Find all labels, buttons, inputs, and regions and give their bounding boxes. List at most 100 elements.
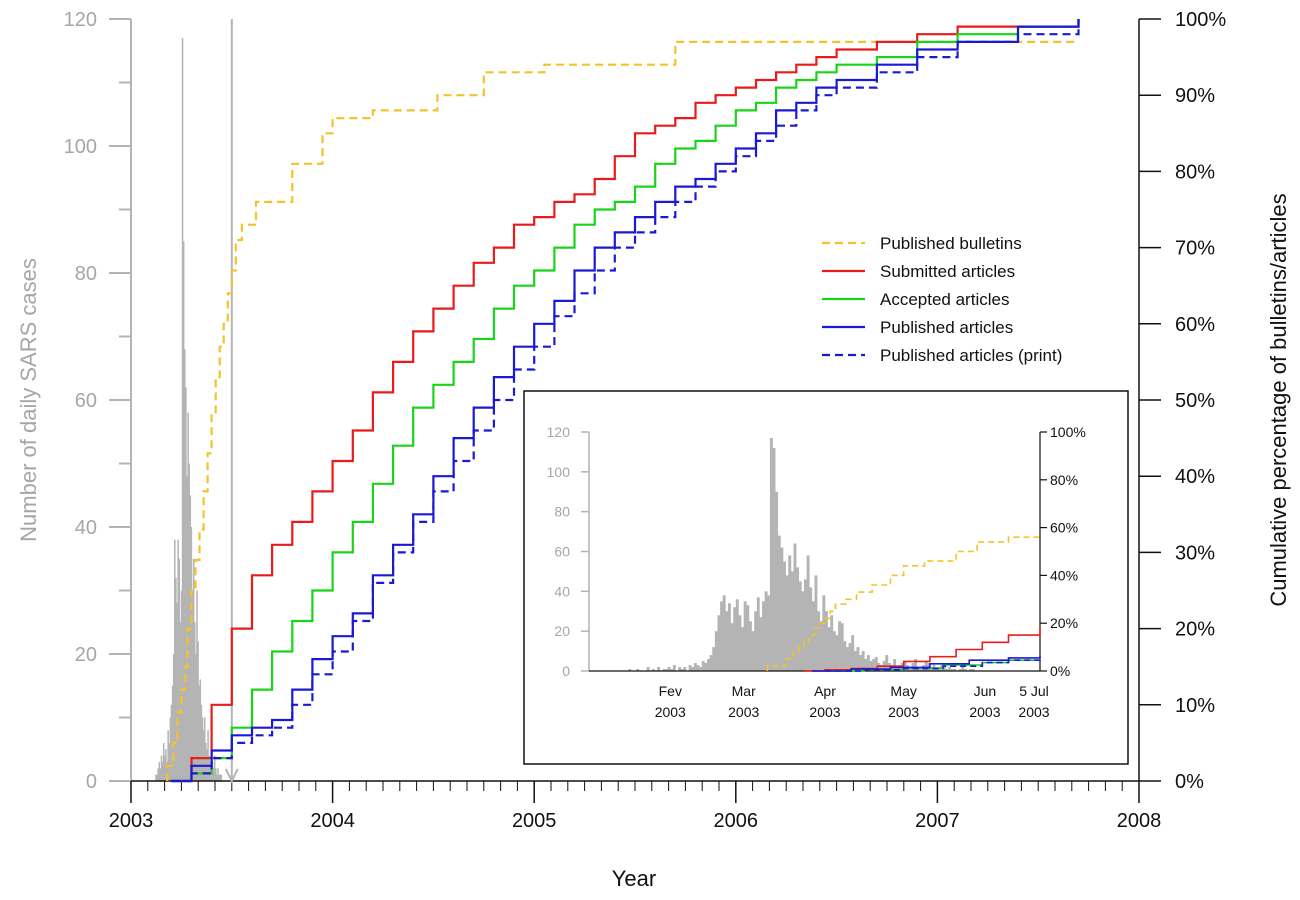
daily-cases-bar [198,685,200,781]
inset-daily-cases-bar [751,631,755,671]
event-marker-arrow [224,768,239,784]
daily-cases-bar [184,349,186,781]
inset-daily-cases-bar [924,661,928,671]
inset-daily-cases-bar [859,655,862,671]
y-left-tick-label: 100 [64,136,97,158]
y-right-tick-label: 30% [1175,542,1215,564]
inset-daily-cases-bar [748,621,752,671]
inset-frame [523,390,1129,765]
inset-daily-cases-bar [877,663,881,671]
inset-daily-cases-bar [722,595,726,671]
inset-daily-cases-bar [963,669,967,671]
inset-daily-cases-bar [746,605,750,671]
inset-daily-cases-bar [783,561,786,671]
inset-daily-cases-bar [864,659,868,671]
y-right-tick-label: 50% [1175,390,1215,412]
inset-daily-cases-bar [680,669,684,671]
inset-daily-cases-bar [727,603,731,671]
inset-series-line [825,657,1041,672]
y-left-tick-label: 20 [75,644,97,666]
y-right-tick-label: 80% [1175,161,1215,183]
daily-cases-bar [190,527,193,781]
inset-daily-cases-bar [840,623,844,671]
inset-daily-cases-bar [699,667,703,671]
daily-cases-bar [192,558,195,781]
daily-cases-bar [195,654,197,781]
daily-cases-bar [181,38,184,782]
daily-cases-bar [213,755,216,781]
daily-cases-bar [197,641,199,781]
inset-daily-cases-bar [971,669,975,671]
inset-daily-cases-bar [772,447,776,671]
inset-daily-cases-bar [817,611,821,671]
daily-cases-bar [166,761,168,781]
inset-daily-cases-bar [832,631,836,671]
inset-y-left-tick-label: 100 [547,464,571,480]
inset-daily-cases-bar [741,627,745,671]
inset-y-left-tick-label: 120 [547,424,571,440]
x-tick-label: 2005 [512,810,557,832]
inset-daily-cases-bar [672,665,676,671]
series-line [171,19,1080,783]
inset-daily-cases-bar [754,611,758,671]
inset-daily-cases-bar [950,669,954,671]
daily-cases-bar [162,742,165,781]
daily-cases-bar [165,749,167,781]
daily-cases-bar [161,761,164,781]
daily-cases-bar [208,755,210,781]
inset-daily-cases-bar [914,659,918,671]
inset-daily-cases-bar [806,555,810,671]
daily-cases-bar [167,730,169,781]
daily-cases-bar [160,755,163,781]
inset-daily-cases-bar [958,669,962,671]
inset-daily-cases-bar [691,667,695,671]
daily-cases-bar [180,590,183,781]
inset-x-tick-label-month: Jun [974,683,997,699]
inset-y-left-tick-label: 20 [554,623,570,639]
inset-daily-cases-bar [670,669,674,671]
inset-y-right-tick-label: 20% [1050,615,1078,631]
inset-daily-cases-bar [665,669,668,671]
inset-x-tick-label-year: 2003 [969,704,1000,720]
daily-cases-bar [199,679,202,781]
inset-daily-cases-bar [798,581,802,671]
inset-x-tick-label-month: Apr [814,683,836,699]
inset-daily-cases-bar [701,661,705,671]
inset-daily-cases-bar [688,665,692,671]
inset-series-lines [766,536,1041,672]
x-tick-label: 2007 [915,810,960,832]
y-right-tick-label: 0% [1175,771,1204,793]
daily-cases-bar [200,704,203,781]
inset-x-tick-label-month: Fev [659,683,682,699]
inset-daily-cases-bar [777,535,781,671]
inset-daily-cases-bar [874,657,878,671]
inset-daily-cases-bar [869,661,873,671]
inset-daily-cases-bar [735,599,739,671]
inset-daily-cases-bar [696,665,700,671]
daily-cases-bar [202,730,205,781]
inset-daily-cases-bar [838,621,842,671]
inset-daily-cases-bar [935,669,939,671]
legend-label: Published bulletins [880,234,1022,253]
inset-daily-cases-bar [714,631,718,671]
inset-daily-cases-bar [908,667,912,671]
inset-daily-cases-bar [712,647,716,671]
inset-daily-cases-bar [657,667,661,671]
inset-daily-cases-bar [769,437,773,671]
inset-daily-cases-bar [804,579,807,671]
inset-y-right-tick-label: 40% [1050,567,1078,583]
daily-cases-bar [168,742,171,781]
x-tick-label: 2004 [310,810,355,832]
inset-daily-cases-bar [942,667,946,671]
inset-x-tick-label-year: 2003 [1018,704,1049,720]
inset-daily-cases-bar [843,641,847,671]
daily-cases-bar [158,761,161,781]
inset-x-tick-label-year: 2003 [809,704,840,720]
inset-daily-cases-bar [919,669,923,671]
daily-cases-bar [187,412,189,781]
daily-cases-bar [201,717,204,781]
inset-daily-cases-bar [903,661,907,671]
inset-daily-cases-bar [830,615,834,671]
inset-daily-cases-bar [929,667,933,671]
